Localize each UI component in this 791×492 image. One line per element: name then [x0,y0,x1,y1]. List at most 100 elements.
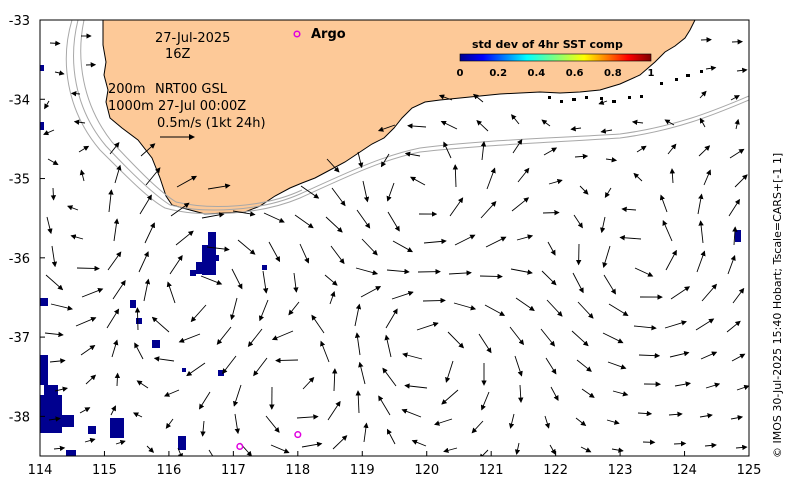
current-vector-arrow [361,238,378,256]
current-vector-arrow [407,123,427,129]
current-vector-arrow [200,420,206,437]
current-vector-arrow [296,414,319,420]
current-vector-arrow [607,361,627,370]
current-vector-arrow [619,235,642,241]
current-vector-arrow [231,268,243,290]
colorbar-tick-label: 0.2 [489,68,507,79]
argo-float-marker [236,442,244,451]
x-tick-label: 121 [479,463,504,478]
current-vector-arrow [478,333,492,354]
current-vector-arrow [703,169,712,186]
current-vector-arrow [392,240,413,253]
current-vector-arrow [509,326,525,346]
current-vector-arrow [114,164,122,184]
current-vector-arrow [471,420,484,434]
current-vector-arrow [575,417,587,427]
current-vector-arrow [728,198,740,217]
current-vector-arrow [480,391,490,411]
current-vector-arrow [736,67,748,74]
colorbar-tick-label: 0 [457,68,464,79]
current-vector-arrow [79,407,91,414]
current-vector-arrow [729,148,745,159]
current-vector-arrow [732,226,738,246]
current-vector-arrow [662,219,673,242]
current-vector-arrow [401,408,422,418]
current-vector-arrow [731,353,746,362]
current-vector-arrow [44,331,64,338]
x-axis: 114 115 116 117 118 119 120 121 122 123 124 125 [28,451,761,478]
current-vector-arrow [735,444,748,451]
current-vector-arrow [50,187,57,201]
y-tick-label: -38 [9,410,30,425]
current-vector-arrow [247,328,263,348]
date-label: 27-Jul-2025 [155,31,230,46]
current-vector-arrow [143,278,151,302]
current-vector-arrow [222,355,237,375]
current-vector-arrow [70,234,84,240]
current-vector-arrow [621,206,637,212]
current-vector-arrow [441,389,459,405]
current-vector-arrow [581,388,595,398]
current-vector-arrow [44,100,50,110]
current-vector-arrow [727,254,736,275]
current-vector-arrow [518,384,524,403]
current-vector-arrow [73,119,86,125]
current-vector-arrow [258,299,269,322]
current-vector-arrow [382,367,397,387]
current-vector-arrow [698,145,711,157]
current-vector-arrow [699,90,707,99]
current-vector-arrow [112,279,126,300]
current-vector-arrow [576,359,592,372]
current-vector-arrow [355,267,379,276]
current-vector-arrow [175,230,194,246]
current-vector-arrow [178,333,201,343]
argo-floats [236,431,302,451]
current-vector-arrow [572,272,584,294]
current-vector-arrow [106,308,120,329]
current-vector-arrow [540,328,556,347]
current-vector-arrow [637,410,653,417]
current-vector-arrow [659,194,668,213]
x-tick-label: 117 [221,463,246,478]
current-vector-arrow [186,362,206,377]
current-vector-arrow [268,241,281,263]
current-vector-arrow [79,169,86,182]
current-vector-arrow [571,330,589,347]
current-vector-arrow [730,415,744,421]
current-vector-arrow [667,143,677,155]
current-vector-arrow [704,442,717,449]
current-vector-arrow [580,446,592,453]
current-vector-arrow [669,351,690,358]
x-tick-label: 123 [608,463,633,478]
current-vector-arrow [385,308,398,329]
hour-label: 16Z [165,47,191,62]
current-vector-arrow [114,372,121,387]
current-vector-arrow [265,415,280,433]
current-vector-arrow [605,157,618,163]
current-vector-arrow [230,297,238,321]
current-vector-arrow [726,320,741,333]
current-vector-arrow [380,153,390,168]
current-vector-arrow [577,301,594,319]
current-vector-arrow [511,114,520,125]
current-vector-arrow [664,119,675,126]
current-vector-arrow [237,239,256,255]
current-vector-arrow [113,218,120,242]
current-vector-arrow [54,70,65,76]
valid-time-label: 27-Jul 00:00Z [158,99,246,114]
current-vector-arrow [423,238,447,245]
current-vector-arrow [701,283,717,302]
current-vector-arrow [332,368,338,392]
argo-legend-icon [293,30,301,38]
current-vector-arrow [199,391,211,410]
current-vector-arrow [404,383,428,389]
current-vector-arrow [541,119,551,127]
current-vector-arrow [320,340,330,363]
current-vector-arrow [696,250,706,273]
x-tick-label: 115 [92,463,117,478]
current-vector-arrow [705,65,717,71]
current-vector-arrow [332,435,348,450]
current-vector-arrow [53,445,66,452]
current-vector-arrow [134,342,144,360]
current-vector-arrow [311,314,325,334]
